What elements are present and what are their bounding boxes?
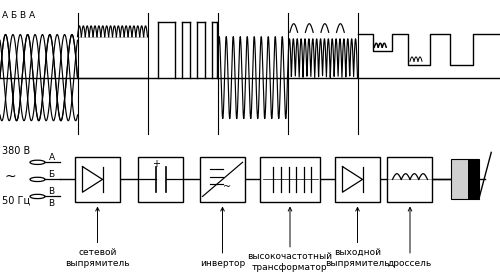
Text: А: А bbox=[48, 153, 54, 162]
Text: Б: Б bbox=[48, 170, 54, 179]
Text: ~: ~ bbox=[5, 170, 16, 184]
Bar bbox=[335, 157, 380, 202]
Text: сетевой
выпрямитель: сетевой выпрямитель bbox=[65, 208, 130, 268]
Text: ~: ~ bbox=[224, 182, 232, 192]
Text: выходной
выпрямитель: выходной выпрямитель bbox=[325, 208, 390, 268]
Text: А Б В А: А Б В А bbox=[2, 11, 35, 20]
Text: В: В bbox=[48, 187, 54, 196]
Bar bbox=[452, 160, 479, 199]
Text: 380 В: 380 В bbox=[2, 146, 31, 156]
Text: высокочастотный
трансформатор: высокочастотный трансформатор bbox=[248, 208, 332, 272]
Bar bbox=[138, 157, 182, 202]
Text: В: В bbox=[48, 199, 54, 208]
Bar bbox=[468, 160, 479, 199]
Text: +: + bbox=[152, 159, 160, 169]
Text: инвертор: инвертор bbox=[200, 208, 245, 268]
Bar bbox=[200, 157, 245, 202]
Bar bbox=[388, 157, 432, 202]
Text: 50 Гц: 50 Гц bbox=[2, 196, 31, 206]
Text: дроссель: дроссель bbox=[388, 208, 432, 268]
Bar bbox=[260, 157, 320, 202]
Bar bbox=[75, 157, 120, 202]
